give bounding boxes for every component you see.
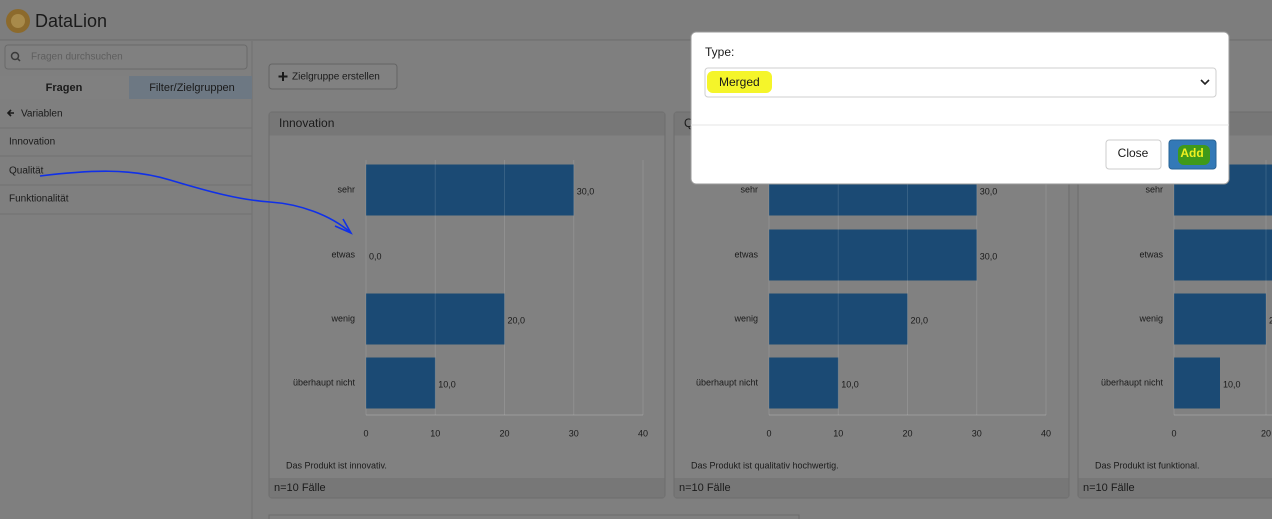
category-label: überhaupt nicht <box>293 377 356 387</box>
bar <box>1174 357 1220 409</box>
panel-footer <box>269 478 665 498</box>
logo-face <box>11 14 25 28</box>
value-label: 30,0 <box>577 186 595 196</box>
value-label: 20,0 <box>508 315 526 325</box>
category-label: überhaupt nicht <box>696 377 759 387</box>
tab[interactable] <box>129 76 252 99</box>
x-tick-label: 0 <box>363 428 368 438</box>
brand[interactable]: DataLion <box>35 11 107 31</box>
highlight <box>707 71 772 93</box>
search-placeholder: Fragen durchsuchen <box>31 52 123 63</box>
x-tick-label: 0 <box>766 428 771 438</box>
value-label: 20,0 <box>1269 315 1272 325</box>
type-select[interactable] <box>704 67 1217 98</box>
category-label: sehr <box>1145 184 1163 194</box>
bar <box>769 229 977 281</box>
plus-icon <box>278 72 288 81</box>
x-tick-label: 40 <box>1041 428 1051 438</box>
panel-footer-text: n=10 Fälle <box>274 482 326 494</box>
tab-label[interactable]: Filter/Zielgruppen <box>149 82 235 94</box>
search-icon <box>10 51 20 61</box>
panel-footer-text: n=10 Fälle <box>1083 482 1135 494</box>
x-tick-label: 20 <box>1261 428 1271 438</box>
value-label: 30,0 <box>980 251 998 261</box>
category-label: wenig <box>733 313 758 323</box>
x-tick-label: 30 <box>569 428 579 438</box>
create-button[interactable] <box>268 63 398 90</box>
search-box[interactable] <box>4 44 248 70</box>
button-label[interactable]: Zielgruppe erstellen <box>292 72 380 83</box>
field-label: Type: <box>705 45 734 59</box>
sidebar <box>0 41 252 519</box>
category-label: sehr <box>740 184 758 194</box>
category-label: sehr <box>337 184 355 194</box>
panels: Innovation Das Produkt ist innovativ. n=10… <box>268 111 1272 499</box>
panel-footer <box>674 478 1069 498</box>
bar <box>366 293 505 345</box>
category-label: etwas <box>331 249 355 259</box>
sidebar-item[interactable]: Qualität <box>9 166 44 177</box>
category-label: etwas <box>734 249 758 259</box>
panel-header <box>269 112 665 136</box>
sidebar-item[interactable]: Innovation <box>9 137 55 148</box>
value-label: 0,0 <box>369 251 382 261</box>
x-tick-label: 0 <box>1171 428 1176 438</box>
value-label: 10,0 <box>438 379 456 389</box>
bar <box>1174 229 1272 281</box>
x-tick-label: 20 <box>499 428 509 438</box>
back-link[interactable]: Variablen <box>21 109 63 120</box>
value-label: 10,0 <box>841 379 859 389</box>
panel <box>268 514 800 519</box>
button-label[interactable]: Add <box>1180 146 1203 160</box>
modal: Type: Merged Close Add <box>690 31 1230 185</box>
bar <box>769 293 908 345</box>
chart-caption: Das Produkt ist qualitativ hochwertig. <box>691 460 839 470</box>
x-tick-label: 20 <box>902 428 912 438</box>
category-label: überhaupt nicht <box>1101 377 1164 387</box>
highlight <box>1178 145 1210 165</box>
sidebar-item[interactable]: Funktionalität <box>9 194 69 205</box>
bar <box>1174 293 1266 345</box>
bar <box>366 164 574 216</box>
category-label: wenig <box>1138 313 1163 323</box>
chart-caption: Das Produkt ist funktional. <box>1095 460 1200 470</box>
bar <box>769 357 839 409</box>
x-tick-label: 10 <box>833 428 843 438</box>
x-tick-label: 40 <box>638 428 648 438</box>
x-tick-label: 10 <box>430 428 440 438</box>
close-button[interactable] <box>1105 139 1162 170</box>
button-label[interactable]: Close <box>1118 146 1149 160</box>
value-label: 20,0 <box>911 315 929 325</box>
chevron <box>1200 79 1210 86</box>
panel-footer-text: n=10 Fälle <box>679 482 731 494</box>
back-icon <box>6 109 14 117</box>
annotation-arrowhead <box>334 218 353 235</box>
tab[interactable] <box>0 76 129 99</box>
select-value[interactable]: Merged <box>719 75 760 89</box>
category-label: etwas <box>1139 249 1163 259</box>
annotation-arrow <box>39 170 351 233</box>
value-label: 10,0 <box>1223 379 1241 389</box>
value-label: 30,0 <box>980 186 998 196</box>
bar <box>366 357 436 409</box>
panel-title: Innovation <box>279 116 334 130</box>
panel-footer <box>1078 478 1272 498</box>
x-tick-label: 30 <box>972 428 982 438</box>
category-label: wenig <box>330 313 355 323</box>
chart-caption: Das Produkt ist innovativ. <box>286 460 387 470</box>
tab-label[interactable]: Fragen <box>46 82 83 94</box>
search-icon <box>16 57 21 62</box>
